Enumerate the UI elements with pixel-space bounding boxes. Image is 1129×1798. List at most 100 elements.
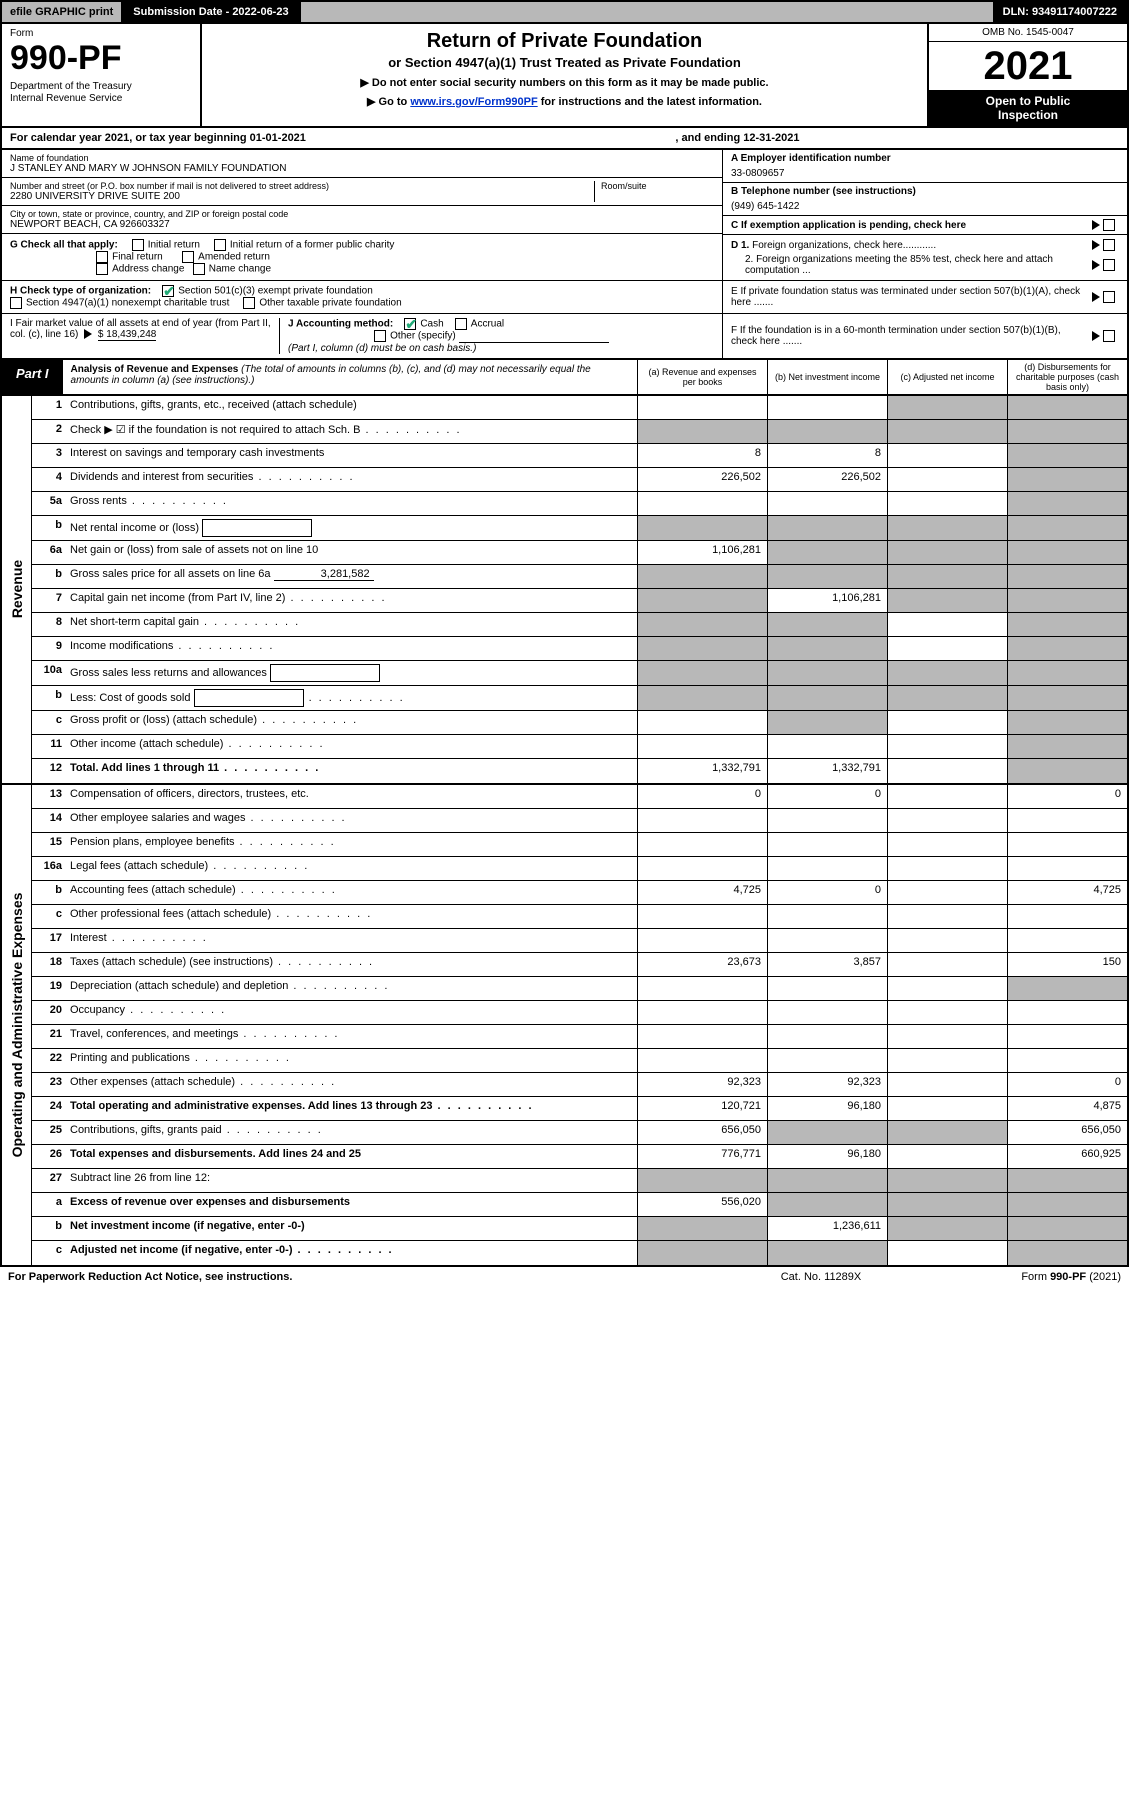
c-label: C If exemption application is pending, c…: [731, 220, 1089, 231]
row-desc: Occupancy: [66, 1001, 637, 1024]
table-cell: [767, 711, 887, 734]
row-desc: Printing and publications: [66, 1049, 637, 1072]
table-row: 4 Dividends and interest from securities…: [32, 468, 1127, 492]
table-row: 22 Printing and publications: [32, 1049, 1127, 1073]
row-desc: Pension plans, employee benefits: [66, 833, 637, 856]
dept-line-2: Internal Revenue Service: [10, 93, 192, 105]
table-cell: [887, 661, 1007, 685]
arrow-icon: [1092, 331, 1100, 341]
ein-label: A Employer identification number: [731, 153, 1119, 164]
dept-line-1: Department of the Treasury: [10, 81, 192, 93]
row-num: 25: [32, 1121, 66, 1144]
d2-checkbox[interactable]: [1103, 259, 1115, 271]
row-num: b: [32, 1217, 66, 1240]
row-num: b: [32, 516, 66, 540]
f-checkbox[interactable]: [1103, 330, 1115, 342]
table-row: b Net investment income (if negative, en…: [32, 1217, 1127, 1241]
row-num: a: [32, 1193, 66, 1216]
g-initial-checkbox[interactable]: [132, 239, 144, 251]
g-opt-5: Name change: [209, 264, 271, 275]
header-mid: Return of Private Foundation or Section …: [202, 24, 927, 126]
table-cell: [887, 711, 1007, 734]
j-note: (Part I, column (d) must be on cash basi…: [288, 343, 476, 354]
arrow-icon: [1092, 220, 1100, 230]
table-cell: [887, 833, 1007, 856]
table-cell: [637, 1049, 767, 1072]
h-opt-1: Section 501(c)(3) exempt private foundat…: [178, 286, 373, 297]
row-desc: Other professional fees (attach schedule…: [66, 905, 637, 928]
g-final-checkbox[interactable]: [96, 251, 108, 263]
j-other-checkbox[interactable]: [374, 330, 386, 342]
e-checkbox[interactable]: [1103, 291, 1115, 303]
row-desc: Net short-term capital gain: [66, 613, 637, 636]
efile-label[interactable]: efile GRAPHIC print: [2, 2, 123, 22]
row-desc: Subtract line 26 from line 12:: [66, 1169, 637, 1192]
topbar-spacer: [301, 2, 993, 22]
table-cell: [767, 637, 887, 660]
row-desc: Gross sales price for all assets on line…: [66, 565, 637, 588]
table-cell: [767, 396, 887, 419]
h-4947-checkbox[interactable]: [10, 297, 22, 309]
table-cell: [767, 857, 887, 880]
dln-label: DLN: 93491174007222: [993, 2, 1127, 22]
table-cell: [767, 905, 887, 928]
table-cell: [1007, 711, 1127, 734]
row-num: 16a: [32, 857, 66, 880]
g-amended-checkbox[interactable]: [182, 251, 194, 263]
row-num: b: [32, 565, 66, 588]
g-name-checkbox[interactable]: [193, 263, 205, 275]
j-accrual-checkbox[interactable]: [455, 318, 467, 330]
row-desc: Check ▶ ☑ if the foundation is not requi…: [66, 420, 637, 443]
row-desc: Contributions, gifts, grants paid: [66, 1121, 637, 1144]
table-cell: [887, 686, 1007, 710]
d1-text: Foreign organizations, check here.......…: [752, 240, 936, 251]
table-cell: [637, 905, 767, 928]
g-opt-4: Address change: [112, 264, 184, 275]
d1-checkbox[interactable]: [1103, 239, 1115, 251]
row-num: b: [32, 686, 66, 710]
table-cell: 226,502: [637, 468, 767, 491]
table-cell: [767, 809, 887, 832]
table-row: 8 Net short-term capital gain: [32, 613, 1127, 637]
table-cell: 1,106,281: [767, 589, 887, 612]
address-row: Number and street (or P.O. box number if…: [2, 178, 722, 206]
table-row: 5a Gross rents: [32, 492, 1127, 516]
table-cell: [1007, 1001, 1127, 1024]
h-opt-3: Other taxable private foundation: [259, 298, 401, 309]
expense-rows: 13 Compensation of officers, directors, …: [32, 785, 1127, 1265]
table-row: 15 Pension plans, employee benefits: [32, 833, 1127, 857]
j-cash-checkbox[interactable]: [404, 318, 416, 330]
table-cell: [637, 420, 767, 443]
table-cell: [887, 929, 1007, 952]
table-cell: 656,050: [1007, 1121, 1127, 1144]
e-text: E If private foundation status was termi…: [731, 286, 1089, 308]
arrow-icon: [84, 329, 92, 339]
table-cell: [767, 613, 887, 636]
g-d-row: G Check all that apply: Initial return I…: [2, 235, 1127, 281]
table-cell: [1007, 1193, 1127, 1216]
row-desc: Other income (attach schedule): [66, 735, 637, 758]
instructions-link[interactable]: www.irs.gov/Form990PF: [410, 96, 537, 108]
table-cell: 120,721: [637, 1097, 767, 1120]
revenue-rows: 1 Contributions, gifts, grants, etc., re…: [32, 396, 1127, 783]
table-cell: [887, 1169, 1007, 1192]
table-cell: [1007, 613, 1127, 636]
table-cell: [1007, 396, 1127, 419]
g-initial-former-checkbox[interactable]: [214, 239, 226, 251]
table-cell: [1007, 809, 1127, 832]
row-num: 3: [32, 444, 66, 467]
row-desc: Gross rents: [66, 492, 637, 515]
h-501c3-checkbox[interactable]: [162, 285, 174, 297]
c-checkbox[interactable]: [1103, 219, 1115, 231]
table-cell: [767, 661, 887, 685]
table-cell: [887, 1097, 1007, 1120]
table-row: b Gross sales price for all assets on li…: [32, 565, 1127, 589]
table-cell: [1007, 1049, 1127, 1072]
g-address-checkbox[interactable]: [96, 263, 108, 275]
j-cell: J Accounting method: Cash Accrual Other …: [280, 318, 714, 354]
table-cell: 776,771: [637, 1145, 767, 1168]
table-cell: [767, 735, 887, 758]
part-1-title: Analysis of Revenue and Expenses (The to…: [63, 360, 637, 394]
row-desc: Dividends and interest from securities: [66, 468, 637, 491]
h-other-checkbox[interactable]: [243, 297, 255, 309]
